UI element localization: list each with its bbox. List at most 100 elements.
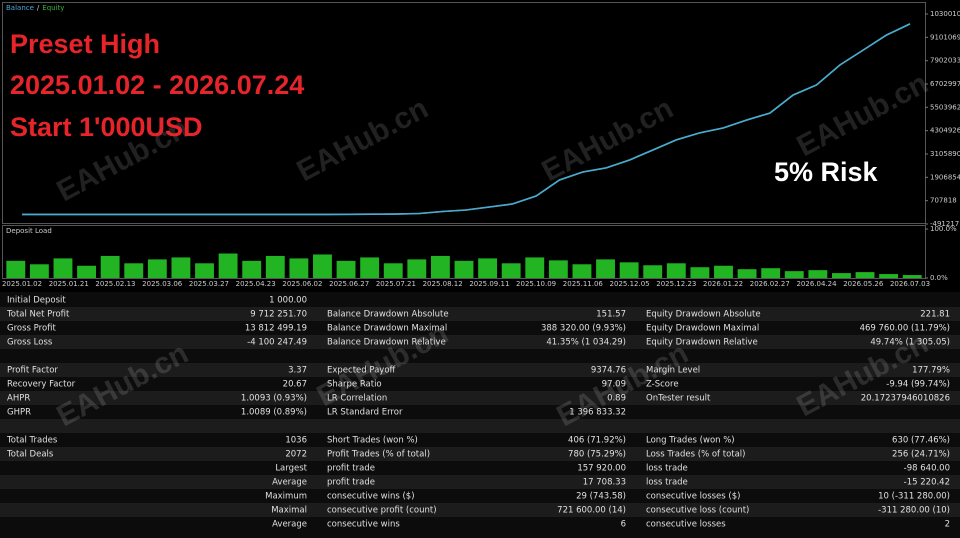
row-value: 20.17237946010826 (861, 394, 950, 404)
load-bar (808, 270, 828, 278)
row-value: 1036 (285, 436, 307, 446)
row-label: Profit Trades (% of total) (327, 450, 430, 460)
row-label: Long Trades (won %) (646, 436, 735, 446)
y-tick-label: 7902033 (930, 57, 960, 65)
y-tick-label: 3105890 (930, 150, 960, 158)
x-tick-label: 2025.09.11 (469, 280, 509, 288)
row-label: consecutive losses ($) (646, 492, 740, 502)
load-bar (29, 264, 49, 278)
x-tick-label: 2025.08.12 (423, 280, 463, 288)
load-bar (478, 258, 498, 278)
x-tick-label: 2025.03.06 (142, 280, 183, 288)
row-value: 0.89 (607, 394, 626, 404)
row-value: 780 (75.29%) (568, 450, 626, 460)
row-value: 2072 (285, 450, 307, 460)
row-value: 1 396 833.32 (569, 408, 626, 418)
preset-text: Preset High (10, 29, 160, 59)
load-bar (289, 258, 309, 278)
x-tick-label: 2025.06.27 (329, 280, 369, 288)
row-value: -15 220.42 (904, 478, 950, 488)
row-value: 177.79% (912, 366, 950, 376)
row-label: Balance Drawdown Absolute (327, 310, 449, 320)
load-bar (454, 260, 474, 278)
row-value: 630 (77.46%) (892, 436, 950, 446)
row-label: Balance Drawdown Relative (327, 338, 446, 348)
y-tick-label: 100.0% (930, 225, 957, 233)
load-bar (690, 267, 710, 278)
row-value: -9.94 (99.74%) (886, 380, 950, 390)
load-bar (548, 260, 568, 278)
row-band (0, 391, 960, 405)
x-tick-label: 2026.07.03 (890, 280, 930, 288)
row-value: -4 100 247.49 (247, 338, 307, 348)
row-value: 151.57 (596, 310, 626, 320)
x-tick-label: 2025.07.21 (376, 280, 416, 288)
y-tick-label: 0.0% (930, 274, 948, 282)
row-label: Z-Score (646, 380, 679, 390)
row-value: 20.67 (283, 380, 307, 390)
x-tick-label: 2025.06.02 (282, 280, 322, 288)
row-label: Balance Drawdown Maximal (327, 324, 447, 334)
x-tick-label: 2025.01.02 (2, 280, 42, 288)
load-bar (501, 263, 521, 278)
load-panel (2, 225, 926, 279)
load-bar (430, 255, 450, 278)
row-value: 9374.76 (591, 366, 626, 376)
load-bar (666, 263, 686, 278)
report-area (0, 292, 960, 538)
x-tick-label: 2026.02.27 (750, 280, 790, 288)
row-band (0, 503, 960, 517)
load-bar (336, 260, 356, 278)
legend-entry: Balance (6, 4, 34, 12)
legend-entry: / (37, 4, 40, 12)
row-label: consecutive wins ($) (327, 492, 415, 502)
row-value: 406 (71.92%) (568, 436, 626, 446)
row-label: LR Standard Error (327, 408, 403, 418)
row-value: 1 000.00 (269, 296, 307, 306)
x-tick-label: 2026.04.24 (796, 280, 837, 288)
row-band (0, 419, 960, 433)
load-bar (77, 265, 96, 278)
row-label: Gross Profit (7, 324, 56, 334)
load-bar (714, 265, 733, 278)
row-label: Initial Deposit (7, 296, 66, 306)
load-bar (879, 274, 899, 278)
start-text: Start 1'000USD (10, 112, 203, 142)
row-band (0, 335, 960, 349)
load-bar (242, 260, 262, 278)
x-tick-label: 2025.01.21 (49, 280, 89, 288)
row-value: 721 600.00 (14) (557, 506, 626, 516)
row-label: Expected Payoff (327, 366, 397, 376)
row-label: loss trade (646, 464, 688, 474)
row-label: consecutive profit (count) (327, 506, 437, 516)
row-label: profit trade (327, 464, 375, 474)
row-label: Total Deals (6, 450, 54, 460)
load-bar (265, 255, 285, 278)
load-bar (360, 257, 380, 278)
load-bar (761, 268, 781, 278)
y-tick-label: 4304926 (930, 127, 960, 135)
x-tick-label: 2025.04.23 (236, 280, 276, 288)
row-label: OnTester result (646, 394, 711, 404)
row-label: Sharpe Ratio (327, 380, 382, 390)
row-value: -98 640.00 (904, 464, 950, 474)
row-label: consecutive losses (646, 520, 726, 530)
load-bar (218, 253, 238, 278)
row-value: 157 920.00 (577, 464, 626, 474)
row-label: Maximum (265, 492, 307, 502)
y-tick-label: 10300105 (930, 10, 960, 18)
row-value: 256 (24.71%) (892, 450, 950, 460)
row-value: 17 708.33 (583, 478, 626, 488)
load-bar (525, 257, 545, 278)
row-label: LR Correlation (327, 394, 387, 404)
row-value: 388 320.00 (9.93%) (541, 324, 626, 334)
row-label: consecutive wins (327, 520, 400, 530)
load-bar (195, 263, 214, 278)
row-value: 221.81 (920, 310, 950, 320)
row-value: 3.37 (288, 366, 307, 376)
panel-title: Deposit Load (6, 227, 52, 235)
row-value: 9 712 251.70 (250, 310, 307, 320)
row-value: 6 (621, 520, 626, 530)
row-label: consecutive loss (count) (646, 506, 749, 516)
